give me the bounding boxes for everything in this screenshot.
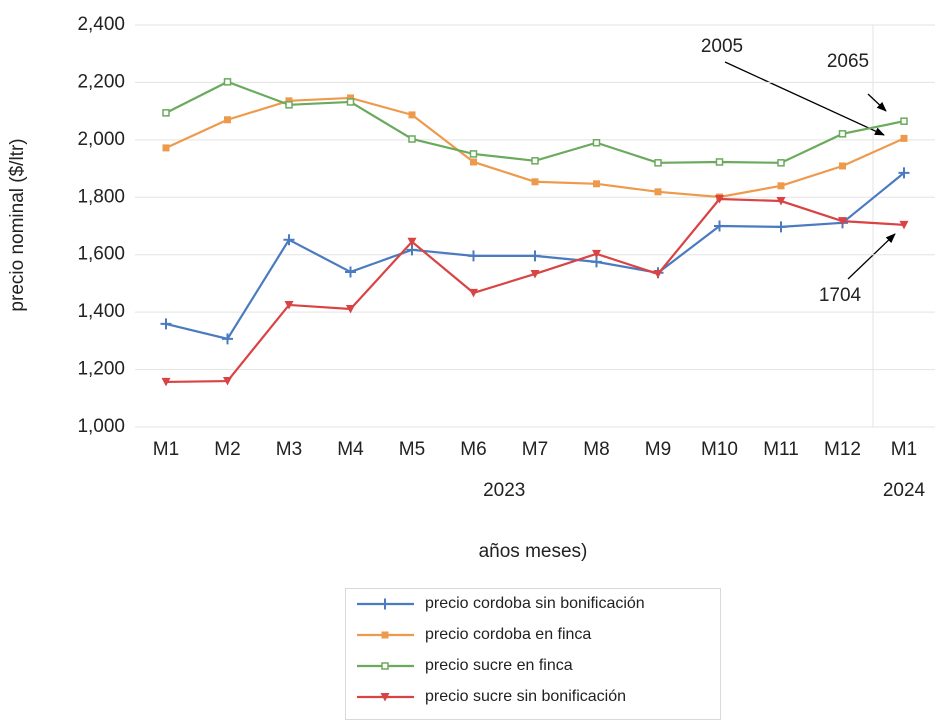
- marker: [346, 304, 355, 314]
- marker: [285, 101, 293, 109]
- marker: [529, 250, 541, 262]
- marker: [654, 159, 662, 167]
- x-tick-label: M3: [276, 439, 302, 460]
- x-tick-label: M2: [214, 439, 240, 460]
- marker: [530, 269, 540, 279]
- legend-box: [345, 588, 721, 720]
- marker: [408, 111, 416, 119]
- marker: [653, 269, 663, 279]
- legend-label: precio sucre en finca: [425, 657, 573, 674]
- year-label: 2024: [883, 480, 926, 501]
- annotation: 1704: [819, 285, 862, 306]
- legend-label: precio sucre sin bonificación: [425, 688, 626, 705]
- marker: [345, 266, 356, 278]
- marker: [347, 94, 354, 102]
- marker: [469, 288, 478, 298]
- marker: [777, 182, 785, 190]
- marker: [839, 162, 846, 170]
- marker: [838, 130, 847, 138]
- x-tick-label: M8: [583, 439, 609, 460]
- marker: [715, 158, 724, 166]
- marker: [224, 116, 231, 124]
- marker: [531, 157, 539, 165]
- y-tick-label: 2,000: [77, 129, 125, 150]
- x-tick-label: M1: [153, 439, 179, 460]
- marker: [900, 117, 908, 125]
- y-tick-label: 1,800: [77, 186, 125, 207]
- marker: [777, 159, 785, 167]
- x-tick-label: M9: [645, 439, 671, 460]
- marker: [285, 97, 293, 105]
- x-tick-label: M10: [701, 439, 738, 460]
- x-axis-label: años meses): [479, 541, 588, 562]
- legend-marker: [380, 693, 390, 702]
- marker: [222, 333, 233, 345]
- annotation: 2065: [827, 51, 869, 72]
- marker: [898, 167, 910, 179]
- marker: [593, 180, 600, 188]
- marker: [223, 377, 232, 386]
- y-tick-label: 1,600: [77, 244, 125, 265]
- marker: [469, 150, 478, 158]
- x-tick-label: M7: [522, 439, 548, 460]
- marker: [470, 158, 477, 166]
- x-tick-label: M1: [891, 439, 917, 460]
- marker: [776, 197, 786, 206]
- y-tick-label: 1,200: [77, 359, 125, 380]
- marker: [161, 377, 171, 387]
- annotation-arrow: [847, 233, 896, 280]
- marker: [900, 134, 908, 142]
- annotation: 2005: [701, 36, 743, 57]
- legend-marker: [381, 662, 389, 670]
- marker: [714, 220, 725, 232]
- marker: [284, 300, 294, 310]
- y-tick-label: 2,400: [77, 14, 125, 35]
- x-tick-label: M11: [763, 439, 799, 460]
- legend-label: precio cordoba sin bonificación: [425, 595, 645, 612]
- marker: [223, 78, 232, 86]
- marker: [283, 234, 295, 246]
- legend-label: precio cordoba en finca: [425, 626, 591, 643]
- x-tick-label: M6: [460, 439, 486, 460]
- marker: [162, 144, 170, 152]
- year-label: 2023: [483, 480, 525, 501]
- marker: [160, 318, 172, 330]
- marker: [346, 98, 355, 106]
- x-tick-label: M12: [824, 439, 861, 460]
- marker: [899, 220, 909, 230]
- legend-marker: [379, 598, 391, 610]
- x-tick-label: M5: [399, 439, 425, 460]
- legend-marker: [381, 631, 389, 639]
- marker: [775, 221, 787, 233]
- y-axis-label: precio nominal ($/ltr): [7, 138, 28, 311]
- marker: [468, 250, 479, 262]
- y-tick-label: 2,200: [77, 71, 125, 92]
- marker: [592, 138, 601, 147]
- annotation-arrow: [724, 61, 885, 136]
- marker: [838, 217, 847, 226]
- y-tick-label: 1,400: [77, 301, 125, 322]
- x-tick-label: M4: [337, 439, 364, 460]
- marker: [407, 237, 417, 247]
- marker: [592, 249, 601, 259]
- marker: [531, 178, 539, 186]
- marker: [162, 109, 170, 117]
- marker: [715, 195, 724, 204]
- marker: [654, 188, 662, 196]
- y-tick-label: 1,000: [77, 416, 125, 437]
- marker: [408, 135, 416, 143]
- annotation-arrow: [867, 93, 887, 112]
